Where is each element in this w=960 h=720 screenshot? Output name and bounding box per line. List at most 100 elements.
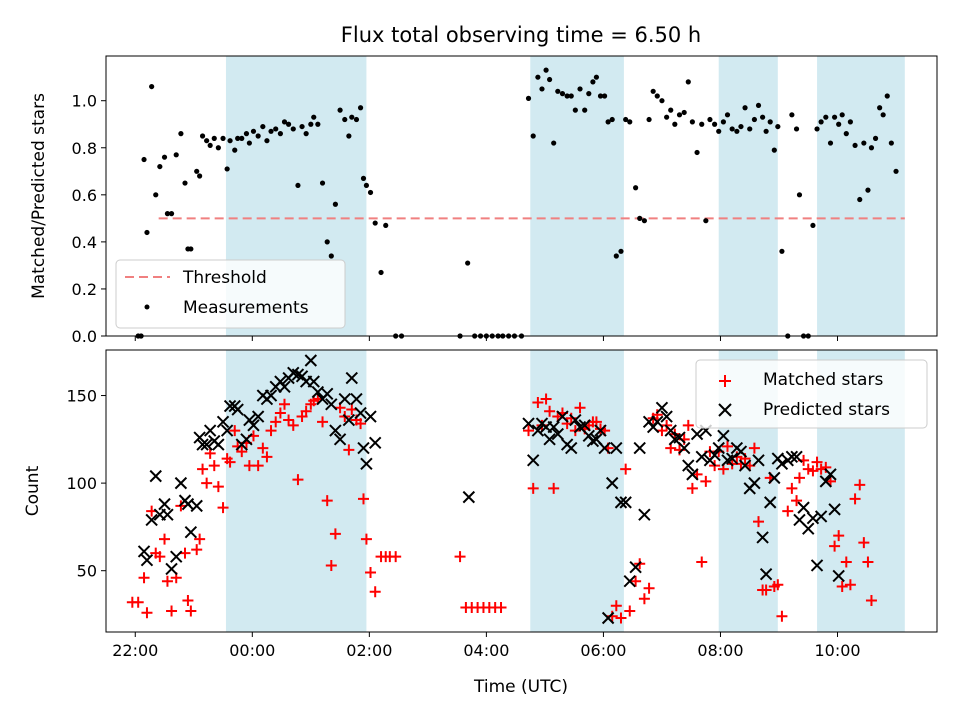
matched-star-point bbox=[141, 607, 153, 619]
measurement-point bbox=[763, 128, 769, 134]
measurement-point bbox=[207, 142, 213, 149]
predicted-star-point bbox=[810, 559, 824, 572]
y-tick-label: 1.0 bbox=[72, 92, 97, 111]
predicted-star-point bbox=[354, 406, 367, 420]
matched-star-point bbox=[292, 474, 304, 486]
measurement-point bbox=[751, 116, 758, 123]
predicted-star-point bbox=[547, 420, 560, 434]
predicted-star-point bbox=[690, 427, 704, 441]
measurement-point bbox=[789, 112, 795, 118]
measurement-point bbox=[281, 119, 288, 125]
measurement-point bbox=[346, 133, 352, 139]
measurement-point bbox=[568, 93, 574, 99]
matched-star-point bbox=[197, 463, 209, 475]
y-tick-label: 0.4 bbox=[72, 233, 97, 252]
predicted-star-point bbox=[614, 496, 628, 509]
matched-star-point bbox=[236, 446, 248, 458]
predicted-star-point bbox=[790, 450, 803, 464]
measurement-point bbox=[264, 138, 270, 144]
predicted-star-point bbox=[660, 410, 673, 423]
matched-star-point bbox=[369, 586, 381, 598]
predicted-star-point bbox=[311, 385, 325, 399]
matched-star-point bbox=[786, 482, 798, 494]
matched-star-point bbox=[287, 419, 299, 431]
measurement-point bbox=[357, 105, 364, 111]
matched-star-point bbox=[261, 451, 273, 463]
predicted-star-point bbox=[768, 471, 781, 485]
predicted-star-point bbox=[629, 560, 642, 574]
matched-star-point bbox=[154, 551, 166, 563]
predicted-star-point bbox=[240, 433, 253, 446]
measurement-point bbox=[564, 93, 570, 99]
measurement-point bbox=[227, 138, 233, 144]
matched-star-point bbox=[782, 505, 794, 517]
y-axis-label-top: Matched/Predicted stars bbox=[29, 93, 49, 299]
measurement-point bbox=[383, 222, 389, 229]
x-tick-label: 04:00 bbox=[463, 641, 509, 660]
measurement-point bbox=[215, 145, 221, 151]
predicted-star-point bbox=[682, 459, 695, 472]
predicted-star-point bbox=[594, 424, 607, 437]
matched-star-point bbox=[346, 404, 358, 416]
measurement-point bbox=[602, 93, 608, 99]
matched-star-point bbox=[523, 425, 535, 437]
matched-star-point bbox=[548, 482, 560, 494]
measurement-point bbox=[779, 248, 785, 254]
measurement-point bbox=[641, 218, 647, 224]
measurement-point bbox=[703, 218, 709, 224]
chart-title: Flux total observing time = 6.50 h bbox=[341, 23, 701, 47]
measurement-point bbox=[277, 131, 283, 137]
matched-star-point bbox=[753, 516, 765, 528]
predicted-star-point bbox=[216, 415, 230, 429]
x-axis-ticks-bottom: 22:00 00:00 02:00 04:00 06:00 08:00 10:00 bbox=[112, 632, 861, 660]
predicted-star-point bbox=[149, 469, 162, 483]
matched-star-point bbox=[278, 398, 290, 410]
measurement-point bbox=[597, 93, 604, 99]
measurement-point bbox=[650, 88, 656, 94]
predicted-star-point bbox=[350, 392, 363, 406]
measurement-point bbox=[465, 260, 471, 266]
predicted-star-point bbox=[251, 410, 265, 423]
predicted-star-point bbox=[633, 441, 646, 455]
matched-star-point bbox=[159, 533, 171, 545]
measurement-point bbox=[204, 138, 210, 144]
predicted-star-point bbox=[610, 441, 623, 455]
measurement-point bbox=[157, 163, 163, 170]
measurement-point bbox=[260, 123, 266, 130]
predicted-star-point bbox=[738, 459, 752, 472]
count-panel-frame bbox=[105, 349, 938, 633]
y-tick-label: 50 bbox=[77, 562, 97, 581]
matched-star-point bbox=[138, 572, 150, 584]
legend-matched-label: Matched stars bbox=[763, 370, 883, 390]
matched-star-point bbox=[257, 442, 269, 454]
predicted-star-point bbox=[638, 508, 651, 521]
measurement-point bbox=[633, 185, 639, 191]
predicted-star-point bbox=[832, 569, 845, 583]
measurement-point bbox=[681, 109, 687, 116]
measurement-point bbox=[555, 88, 561, 94]
y-axis-ticks-bottom: 50 100 150 bbox=[66, 387, 106, 581]
predicted-star-point bbox=[725, 452, 739, 465]
predicted-star-point bbox=[140, 553, 154, 567]
predicted-star-point bbox=[264, 389, 278, 402]
predicted-star-point bbox=[586, 434, 600, 448]
measurement-point bbox=[664, 114, 670, 120]
matched-star-point bbox=[185, 605, 197, 617]
x-tick-label: 06:00 bbox=[580, 641, 626, 660]
measurement-point bbox=[831, 114, 838, 120]
predicted-star-point bbox=[673, 431, 686, 444]
legend-bottom: Matched stars Predicted stars bbox=[695, 359, 928, 429]
matched-star-point bbox=[854, 479, 866, 491]
measurement-point bbox=[290, 126, 296, 132]
x-tick-label: 00:00 bbox=[229, 641, 275, 660]
matched-star-point bbox=[194, 533, 206, 545]
predicted-star-point bbox=[775, 457, 789, 471]
measurement-point bbox=[884, 93, 890, 99]
measurement-point bbox=[315, 121, 321, 127]
measurement-point bbox=[577, 86, 583, 92]
matched-star-point bbox=[862, 556, 874, 568]
measurement-point bbox=[319, 180, 326, 186]
predicted-star-point bbox=[345, 371, 358, 385]
predicted-star-point bbox=[161, 508, 174, 521]
measurement-point bbox=[173, 152, 179, 158]
